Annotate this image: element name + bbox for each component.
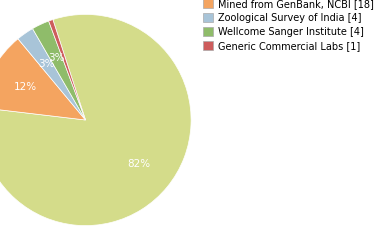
Text: 3%: 3% <box>38 59 54 69</box>
Wedge shape <box>0 39 86 120</box>
Wedge shape <box>18 29 86 120</box>
Wedge shape <box>49 20 86 120</box>
Text: 3%: 3% <box>48 53 65 63</box>
Wedge shape <box>0 14 191 226</box>
Text: 12%: 12% <box>14 82 37 92</box>
Wedge shape <box>33 21 86 120</box>
Text: 82%: 82% <box>127 159 150 168</box>
Legend: Centre for Biodiversity
Genomics [122], Mined from GenBank, NCBI [18], Zoologica: Centre for Biodiversity Genomics [122], … <box>201 0 375 53</box>
